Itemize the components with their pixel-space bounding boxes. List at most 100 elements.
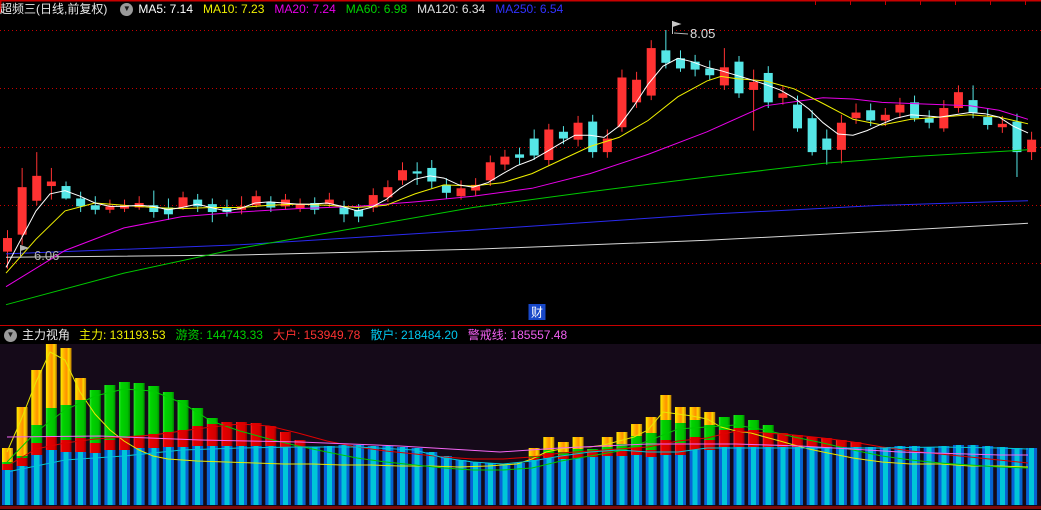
candle (778, 85, 788, 105)
kline-header: 超频三(日线,前复权) ▼ MA5: 7.14 MA10: 7.23 MA20: 7… (0, 1, 573, 17)
indicator-bar (338, 445, 350, 505)
candle (266, 196, 276, 213)
indicator-line-大户线 (6, 423, 1029, 467)
candle (924, 110, 934, 129)
indicator-bar (119, 382, 131, 505)
indicator-bar (177, 400, 189, 505)
candle (456, 180, 466, 200)
indicator-bar (89, 390, 101, 505)
indicator-bar (236, 422, 248, 505)
indicator-bar (938, 446, 950, 505)
indicator-bar (762, 425, 774, 505)
indicator-field-3: 散户: 218484.20 (370, 328, 458, 342)
candle (734, 56, 744, 98)
ma-value-1: MA10: 7.23 (203, 2, 265, 16)
indicator-bar (192, 408, 204, 505)
indicator-bar (616, 432, 628, 505)
ma-lines (5, 57, 1029, 306)
ma-line-MA5 (5, 57, 1029, 268)
indicator-bar (792, 435, 804, 505)
indicator-bar (689, 407, 701, 505)
indicator-field-2: 大户: 153949.78 (272, 328, 361, 342)
ma-value-5: MA250: 6.54 (495, 2, 564, 16)
candle (310, 197, 320, 215)
ma-legend: MA5: 7.14 MA10: 7.23 MA20: 7.24 MA60: 6.98 M… (138, 1, 573, 17)
indicator-bar (514, 463, 526, 505)
indicator-bar (148, 386, 160, 505)
indicator-bar (353, 445, 365, 505)
candle (675, 50, 685, 72)
candle (1012, 113, 1022, 177)
candle (295, 198, 305, 213)
candle (851, 103, 861, 124)
candle (368, 188, 378, 213)
indicator-bar (543, 437, 555, 505)
event-marker-cai[interactable]: 财 (528, 304, 546, 320)
indicator-bar (1011, 448, 1023, 505)
candle (471, 178, 481, 197)
candle (646, 40, 656, 101)
candle (529, 129, 539, 161)
candle (46, 167, 56, 200)
indicator-bar (426, 452, 438, 505)
candle (953, 85, 963, 113)
indicator-bar (879, 447, 891, 505)
indicator-bar (265, 426, 277, 505)
indicator-bar (16, 407, 28, 505)
candle (544, 123, 554, 166)
ma-line-MA10 (5, 75, 1029, 274)
indicator-bar (309, 447, 321, 505)
indicator-bar (279, 432, 291, 505)
collapse-kline-icon[interactable]: ▼ (120, 2, 134, 16)
indicator-lines (6, 351, 1029, 473)
indicator-bar (660, 395, 672, 505)
indicator-bar (645, 417, 657, 505)
indicator-bar (587, 449, 599, 505)
candle (910, 95, 920, 122)
indicator-bar (865, 447, 877, 505)
indicator-bar (982, 446, 994, 505)
indicator-bar (455, 460, 467, 505)
candle (705, 60, 715, 80)
event-marker-text: 财 (531, 306, 543, 320)
collapse-indicator-icon[interactable]: ▼ (4, 328, 17, 342)
indicator-bar (821, 438, 833, 505)
candle (427, 160, 437, 189)
candle (193, 193, 203, 213)
indicator-bar (411, 448, 423, 505)
candle (661, 30, 671, 69)
indicator-bar (250, 423, 262, 505)
indicator-bar (572, 437, 584, 505)
candle (441, 178, 451, 199)
ma-line-MA120 (5, 222, 1029, 258)
candle (3, 230, 12, 269)
indicator-bar (850, 442, 862, 505)
candle (836, 114, 846, 164)
indicator-bar (60, 348, 72, 505)
indicator-field-1: 游资: 144743.33 (175, 328, 263, 342)
candle (412, 162, 422, 185)
indicator-title: 主力视角 (22, 328, 71, 342)
indicator-bar (996, 447, 1008, 505)
indicator-bar (45, 344, 57, 505)
indicator-line-游资线 (6, 388, 1029, 471)
ma-line-MA250 (5, 200, 1029, 255)
candle (602, 129, 612, 158)
candle (690, 54, 700, 77)
ma-value-2: MA20: 7.24 (274, 2, 336, 16)
indicator-bar (162, 392, 174, 505)
indicator-field-4: 警戒线: 185557.48 (467, 328, 568, 342)
indicator-bars (2, 344, 1038, 505)
candle (822, 129, 832, 165)
high-price-label: 8.05 (690, 26, 715, 41)
candle (90, 196, 100, 215)
ma-value-3: MA60: 6.98 (345, 2, 408, 16)
ma-value-4: MA120: 6.34 (417, 2, 486, 16)
indicator-bar (777, 433, 789, 505)
candle (76, 191, 86, 213)
indicator-bar (440, 456, 452, 505)
candle (163, 198, 173, 220)
candle (339, 200, 349, 223)
